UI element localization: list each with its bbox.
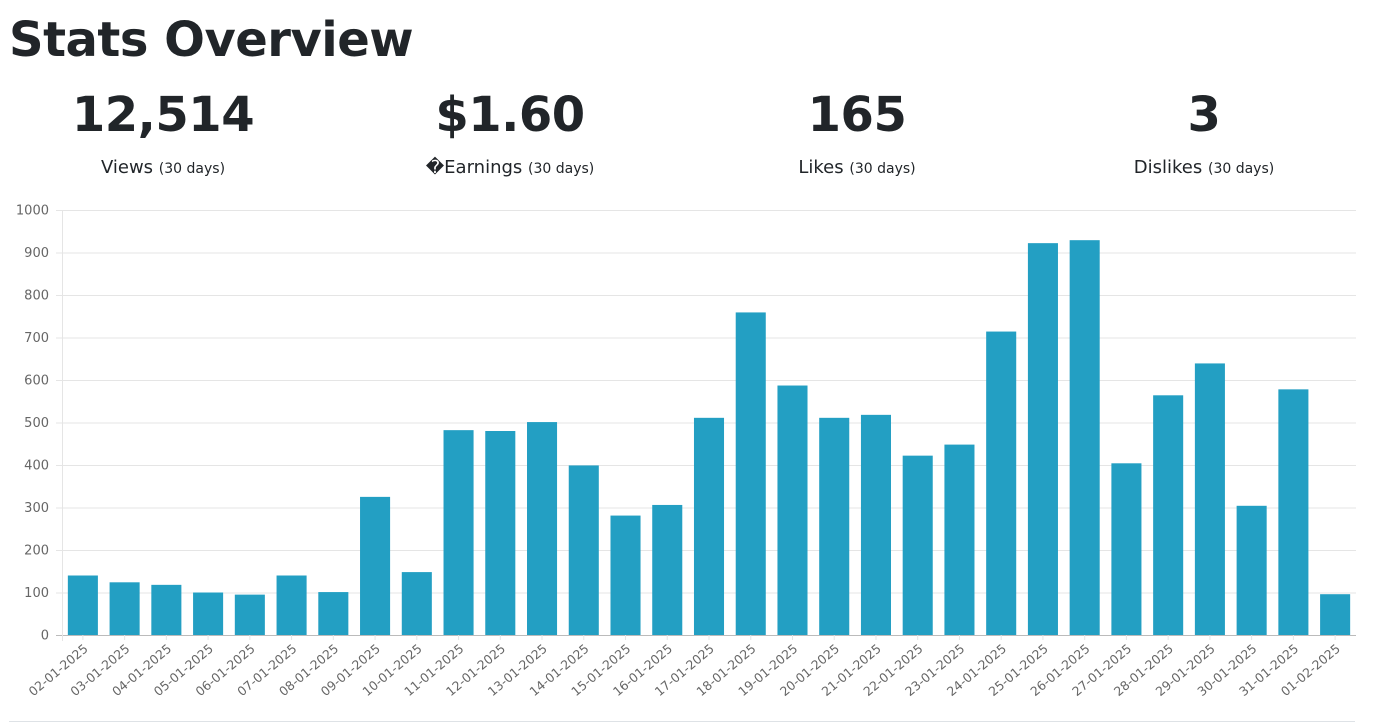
bar: [1320, 594, 1351, 635]
stat-period: (30 days): [849, 161, 916, 177]
bar: [860, 414, 891, 635]
y-tick-label: 600: [24, 374, 49, 389]
bar: [234, 594, 265, 635]
stat-period: (30 days): [1207, 161, 1275, 177]
stat-label: �Earnings: [425, 157, 523, 178]
bar: [1236, 505, 1267, 635]
stat-likes: 165 Likes (30 days): [687, 84, 1027, 181]
stat-views: 12,514 Views (30 days): [0, 84, 333, 181]
bar: [527, 422, 558, 635]
stat-label-line: �Earnings (30 days): [340, 156, 680, 181]
stat-label: Likes: [798, 157, 844, 178]
y-tick-label: 1000: [16, 204, 49, 219]
bar: [1027, 243, 1058, 635]
stat-label: Dislikes: [1133, 157, 1203, 178]
bar: [777, 385, 808, 635]
bar: [568, 465, 599, 635]
bar: [485, 431, 516, 635]
y-tick-label: 300: [24, 501, 49, 516]
y-tick-label: 900: [24, 246, 49, 261]
bar: [193, 592, 224, 635]
bar: [986, 331, 1017, 635]
stat-value: 165: [807, 87, 907, 143]
bar: [944, 444, 975, 635]
y-tick-label: 0: [41, 629, 49, 644]
stat-value: $1.60: [435, 87, 585, 143]
y-tick-label: 200: [24, 544, 49, 559]
bar: [109, 582, 140, 635]
page-title: Stats Overview: [9, 12, 414, 68]
views-bar-chart: 0100200300400500600700800900100002-01-20…: [16, 204, 1356, 699]
bar: [735, 312, 766, 635]
stat-dislikes: 3 Dislikes (30 days): [1034, 84, 1374, 181]
bar: [1069, 240, 1100, 636]
bar: [1111, 463, 1142, 635]
stats-row: 12,514 Views (30 days) $1.60 �Earnings (…: [0, 84, 1385, 184]
stat-label-line: Likes (30 days): [687, 156, 1027, 181]
bar: [693, 417, 725, 635]
y-tick-label: 500: [24, 416, 49, 431]
stat-earnings: $1.60 �Earnings (30 days): [340, 84, 680, 181]
bar: [819, 417, 850, 635]
stat-value: 12,514: [71, 87, 255, 143]
bar: [1194, 363, 1225, 635]
bar: [443, 430, 474, 635]
bar: [360, 496, 391, 635]
bar: [67, 575, 98, 635]
stat-period: (30 days): [158, 161, 226, 177]
bar: [401, 572, 432, 635]
y-tick-label: 100: [24, 586, 49, 601]
bar: [610, 515, 641, 635]
y-tick-label: 400: [24, 459, 49, 474]
stat-period: (30 days): [528, 161, 595, 177]
bar: [652, 504, 683, 635]
bar: [1153, 395, 1184, 635]
stat-label-line: Views (30 days): [0, 156, 333, 181]
bar: [318, 592, 349, 635]
bar: [1278, 389, 1309, 635]
stat-value: 3: [1187, 87, 1221, 143]
stat-label: Views: [100, 157, 154, 178]
stat-label-line: Dislikes (30 days): [1034, 156, 1374, 181]
bar: [151, 584, 182, 635]
bar: [902, 455, 933, 635]
bar: [276, 575, 307, 635]
y-tick-label: 700: [24, 331, 49, 346]
bottom-divider: [9, 721, 1355, 722]
y-tick-label: 800: [24, 289, 49, 304]
